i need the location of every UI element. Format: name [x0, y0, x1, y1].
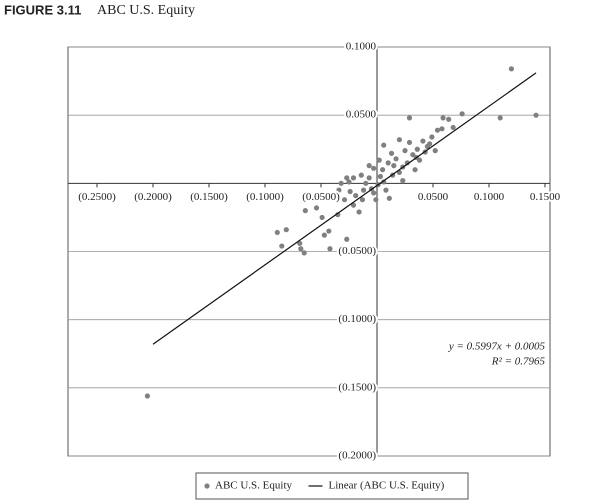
scatter-point [508, 66, 514, 72]
chart-title: ABC U.S. Equity [97, 3, 195, 18]
scatter-point [391, 163, 397, 169]
scatter-point [412, 167, 418, 173]
scatter-point [274, 229, 280, 236]
scatter-point [381, 142, 387, 148]
y-tick-label: 0.1000 [346, 41, 377, 53]
legend-label: ABC U.S. Equity [215, 480, 293, 492]
scatter-point [338, 180, 344, 186]
scatter-point [380, 167, 386, 173]
scatter-point [450, 124, 456, 131]
scatter-point [360, 187, 367, 193]
scatter-point [420, 138, 426, 144]
scatter-point [344, 236, 350, 242]
scatter-point [439, 126, 445, 132]
scatter-point [358, 172, 364, 178]
scatter-point [336, 187, 342, 193]
scatter-point [346, 179, 352, 185]
scatter-point [302, 208, 308, 214]
x-tick-label: 0.1000 [474, 191, 505, 203]
scatter-point [406, 115, 413, 121]
scatter-point [434, 127, 441, 133]
x-tick-label: (0.2500) [78, 191, 116, 203]
scatter-point [363, 180, 369, 186]
scatter-point [533, 112, 539, 118]
scatter-point [388, 150, 395, 156]
scatter-point [373, 197, 379, 203]
scatter-point [406, 139, 413, 146]
scatter-point [371, 190, 377, 196]
scatter-point [440, 115, 446, 121]
x-tick-label: 0.0500 [418, 191, 449, 203]
scatter-point [381, 179, 387, 185]
scatter-point [326, 228, 332, 234]
x-tick-label: 0.1500 [530, 191, 561, 203]
y-tick-label: (0.0500) [338, 245, 376, 257]
scatter-point [344, 175, 350, 181]
scatter-point [427, 141, 433, 147]
scatter-point [301, 250, 307, 256]
scatter-point [283, 227, 289, 233]
scatter-point [383, 187, 389, 193]
scatter-point [386, 195, 392, 201]
y-tick-label: (0.1000) [338, 313, 376, 325]
scatter-point [313, 205, 320, 211]
scatter-point [404, 160, 410, 166]
legend-box [195, 472, 469, 500]
scatter-point [446, 116, 452, 122]
scatter-point [429, 134, 435, 140]
scatter-point [298, 246, 304, 252]
scatter-point [377, 173, 383, 180]
scatter-point [385, 160, 391, 166]
scatter-point [359, 197, 366, 203]
scatter-point [371, 165, 377, 171]
scatter-point [319, 214, 325, 221]
scatter-point [297, 240, 303, 246]
scatter-point [327, 246, 333, 252]
scatter-point [341, 197, 348, 203]
scatter-point [366, 175, 372, 181]
y-tick-label: (0.2000) [338, 450, 376, 462]
x-tick-label: (0.0500) [302, 191, 340, 203]
x-tick-label: (0.1500) [190, 191, 228, 203]
scatter-point [497, 115, 503, 121]
scatter-point [400, 178, 406, 184]
trend-line [152, 72, 537, 345]
scatter-point [353, 193, 359, 199]
figure-label: FIGURE 3.11 [4, 2, 81, 17]
scatter-point [279, 243, 285, 249]
y-tick-label: 0.0500 [346, 109, 377, 121]
legend-marker [204, 483, 210, 489]
x-tick-label: (0.1000) [246, 191, 284, 203]
scatter-point [350, 175, 357, 181]
scatter-point [321, 232, 327, 238]
scatter-point [393, 156, 399, 162]
legend-label: Linear (ABC U.S. Equity) [329, 480, 445, 492]
scatter-point [402, 148, 408, 154]
scatter-point [376, 157, 382, 163]
scatter-point [144, 393, 150, 399]
scatter-point [414, 146, 420, 152]
scatter-point [459, 111, 465, 117]
y-tick-label: (0.1500) [338, 381, 376, 393]
scatter-point [335, 212, 341, 218]
annotation: R² = 0.7965 [491, 356, 546, 368]
scatter-point [322, 194, 329, 200]
scatter-point [396, 137, 402, 143]
scatter-point [356, 209, 362, 215]
annotation: y = 0.5997x + 0.0005 [448, 341, 546, 353]
scatter-point [347, 188, 353, 195]
scatter-point [366, 163, 372, 169]
x-tick-label: (0.2000) [134, 191, 172, 203]
scatter-point [432, 148, 438, 154]
